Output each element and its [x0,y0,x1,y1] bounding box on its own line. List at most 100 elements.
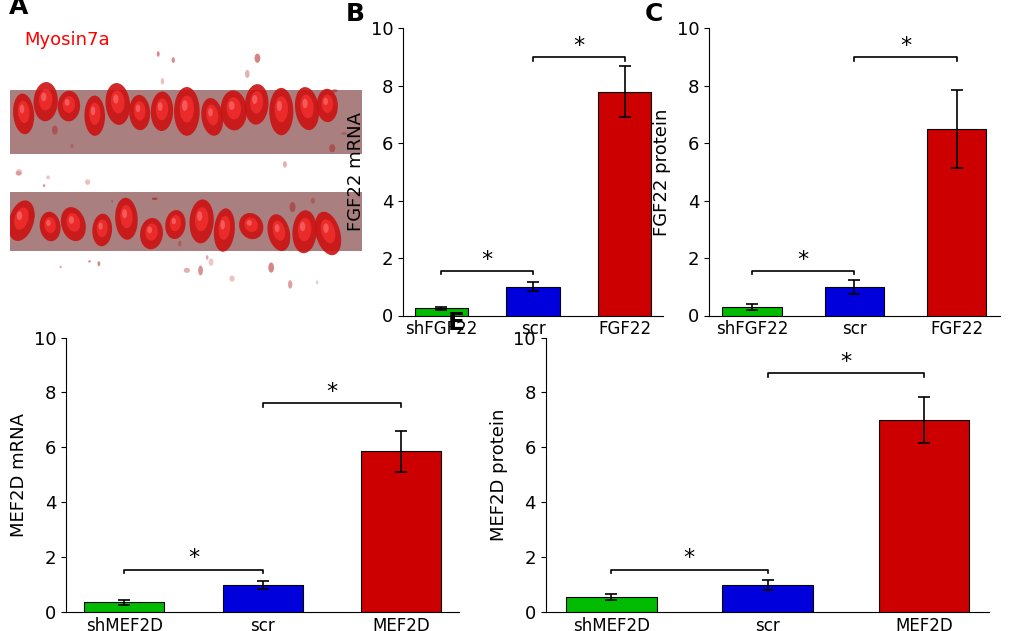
Ellipse shape [158,102,162,111]
Ellipse shape [311,198,315,204]
Ellipse shape [174,87,200,136]
Ellipse shape [316,280,318,285]
Ellipse shape [61,207,86,241]
Ellipse shape [113,94,118,103]
Ellipse shape [208,108,213,117]
Ellipse shape [320,220,335,243]
Ellipse shape [34,82,58,121]
Ellipse shape [245,70,250,78]
Ellipse shape [255,54,260,63]
Ellipse shape [41,93,47,101]
Ellipse shape [171,57,175,63]
Bar [505,286,559,316]
Text: E: E [447,311,465,335]
Text: B: B [345,1,365,25]
Ellipse shape [252,95,257,104]
Ellipse shape [98,261,100,266]
Ellipse shape [218,216,230,240]
Ellipse shape [245,218,258,232]
Ellipse shape [317,89,337,122]
Ellipse shape [287,280,292,288]
Ellipse shape [209,258,213,266]
Bar [222,584,303,612]
Ellipse shape [14,208,29,230]
Ellipse shape [39,89,52,110]
Bar [10,90,362,154]
Ellipse shape [292,210,317,253]
Ellipse shape [183,268,190,273]
Bar [10,192,362,251]
Bar [415,309,468,316]
Ellipse shape [85,179,90,185]
Ellipse shape [190,199,214,244]
Ellipse shape [156,98,168,120]
Ellipse shape [206,255,208,260]
Y-axis label: MEF2D mRNA: MEF2D mRNA [10,413,29,537]
Ellipse shape [70,144,73,148]
Ellipse shape [298,218,311,242]
Bar [926,129,985,316]
Text: *: * [187,548,199,569]
Bar [877,420,968,612]
Ellipse shape [85,95,105,136]
Ellipse shape [178,240,181,247]
Text: *: * [573,36,584,56]
Ellipse shape [303,98,308,108]
Ellipse shape [40,212,60,241]
Ellipse shape [245,84,268,124]
Ellipse shape [282,161,286,168]
Ellipse shape [315,211,340,255]
Ellipse shape [300,95,313,118]
Ellipse shape [99,223,103,230]
Ellipse shape [46,220,51,226]
Ellipse shape [43,184,46,187]
Text: *: * [683,548,694,569]
Y-axis label: MEF2D protein: MEF2D protein [489,409,507,541]
Ellipse shape [250,91,263,114]
Ellipse shape [179,95,194,122]
Ellipse shape [228,101,234,110]
Ellipse shape [169,215,180,231]
Text: *: * [797,250,808,270]
Ellipse shape [145,223,158,240]
Ellipse shape [238,213,263,239]
Ellipse shape [92,214,112,246]
Ellipse shape [165,210,185,239]
Y-axis label: FGF22 mRNA: FGF22 mRNA [346,112,365,232]
Ellipse shape [91,107,95,115]
Text: *: * [840,352,851,372]
Ellipse shape [46,175,50,179]
Ellipse shape [111,90,124,114]
Bar [721,307,781,316]
Ellipse shape [89,103,100,125]
Ellipse shape [64,99,69,106]
Ellipse shape [111,200,113,202]
Ellipse shape [171,218,176,224]
Text: C: C [644,1,662,25]
Ellipse shape [120,205,132,228]
Ellipse shape [321,95,333,113]
Ellipse shape [29,211,35,220]
Ellipse shape [8,201,35,241]
Text: Myosin7a: Myosin7a [24,31,110,49]
Text: *: * [326,382,337,403]
Ellipse shape [197,211,202,221]
Ellipse shape [105,83,130,125]
Ellipse shape [201,98,223,136]
Text: *: * [481,250,492,270]
Ellipse shape [58,91,81,121]
Ellipse shape [198,266,203,275]
Ellipse shape [62,96,75,113]
Ellipse shape [133,101,146,121]
Bar [823,286,883,316]
Ellipse shape [45,217,56,233]
Ellipse shape [181,100,187,111]
Text: *: * [899,36,910,56]
Ellipse shape [46,213,52,221]
Ellipse shape [68,216,74,224]
Ellipse shape [276,101,282,111]
Ellipse shape [294,87,319,130]
Ellipse shape [136,104,141,112]
Ellipse shape [272,221,285,241]
Bar [721,584,812,612]
